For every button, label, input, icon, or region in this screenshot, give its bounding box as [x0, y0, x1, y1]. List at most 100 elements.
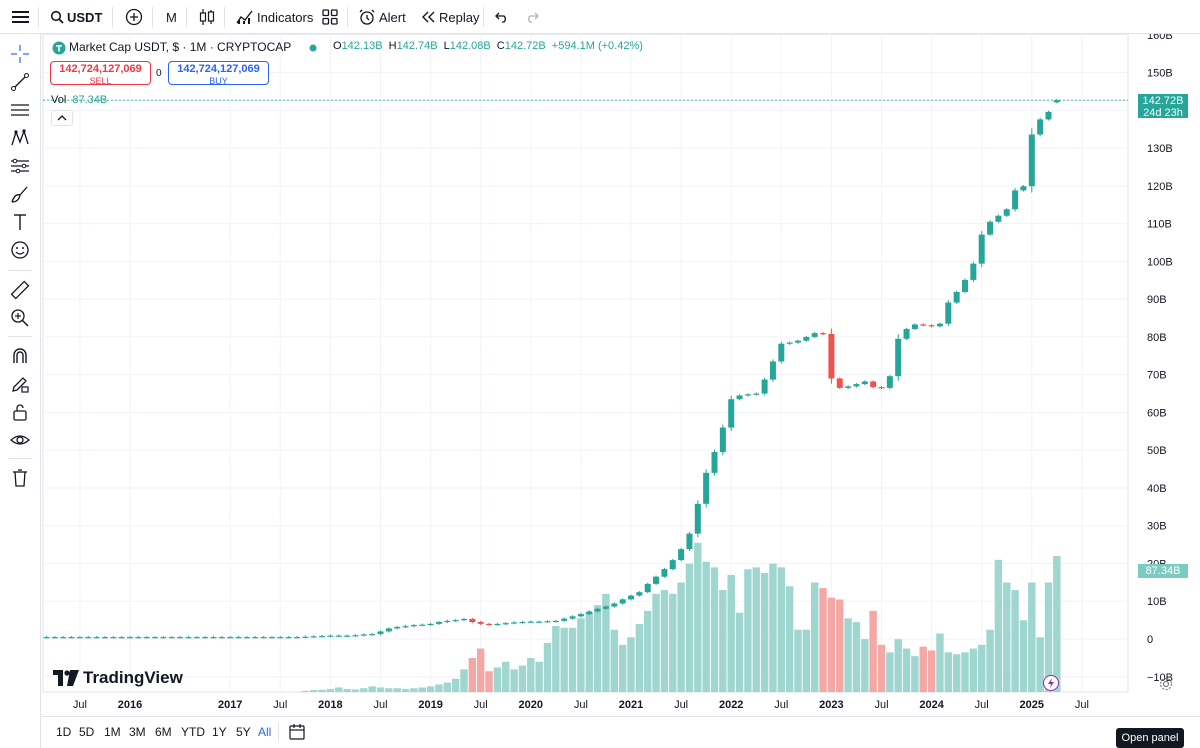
symbol-title[interactable]: Market Cap USDT, $ · 1M · CRYPTOCAP [69, 40, 292, 54]
volume-bar [727, 574, 735, 692]
volume-bar [418, 687, 426, 692]
volume-bar [836, 599, 844, 692]
undo-button[interactable] [495, 0, 509, 34]
time-tick-label: Jul [474, 699, 488, 711]
status-dot-icon [309, 44, 317, 52]
horizontal-lines-icon [11, 104, 29, 116]
last-price-tag: 142.72B 24d 23h [1138, 94, 1188, 119]
volume-bar [451, 678, 460, 692]
time-tick-label: 2024 [919, 699, 944, 711]
top-toolbar: USDT M Indicators Alert Replay [0, 0, 1200, 34]
volume-bar [351, 689, 360, 692]
candle-body [803, 336, 810, 341]
buy-button[interactable]: 142,724,127,069 BUY [168, 61, 269, 86]
compare-button[interactable] [125, 0, 143, 34]
candle-body [118, 637, 125, 639]
zoom-tool[interactable] [8, 306, 32, 330]
brush-tool[interactable] [8, 182, 32, 206]
emoji-tool[interactable] [8, 238, 32, 262]
volume-tag: 87.34B [1138, 564, 1188, 578]
collapse-legend-button[interactable] [51, 110, 73, 126]
alert-button[interactable]: Alert [358, 0, 406, 34]
tradingview-logo[interactable]: TradingView [53, 668, 183, 688]
pattern-tool[interactable] [8, 126, 32, 150]
range-5d[interactable]: 5D [79, 725, 95, 739]
lock-tool[interactable] [8, 400, 32, 424]
volume-bar [393, 688, 401, 692]
search-icon [50, 10, 64, 24]
bolt-marker[interactable] [1043, 675, 1059, 691]
volume-bar [936, 633, 944, 692]
menu-icon[interactable] [12, 0, 30, 34]
candle-body [527, 621, 534, 623]
range-3m[interactable]: 3M [129, 725, 146, 739]
candle-body [920, 324, 927, 326]
time-tick-label: Jul [874, 699, 888, 711]
volume-bar [844, 618, 852, 692]
measure-tool[interactable] [8, 278, 32, 302]
settings-gear-icon[interactable] [1159, 677, 1173, 691]
range-ytd[interactable]: YTD [181, 725, 205, 739]
candle-body [936, 323, 943, 327]
range-5y[interactable]: 5Y [236, 725, 251, 739]
range-1d[interactable]: 1D [56, 725, 72, 739]
delete-tool[interactable] [8, 466, 32, 490]
text-icon [14, 214, 26, 230]
candle-body [870, 381, 877, 388]
symbol-search[interactable]: USDT [50, 0, 102, 34]
candle-body [719, 427, 726, 453]
volume-bar [552, 625, 560, 692]
trendline-tool[interactable] [8, 70, 32, 94]
range-6m[interactable]: 6M [155, 725, 172, 739]
interval-button[interactable]: M [166, 0, 177, 34]
chart-type-button[interactable] [199, 0, 215, 34]
volume-bar [602, 593, 610, 692]
candle-body [1037, 119, 1044, 135]
replay-button[interactable]: Replay [420, 0, 479, 34]
candle-body [93, 637, 100, 639]
candle-body [628, 595, 634, 600]
volume-bar [994, 559, 1003, 692]
candle-body [302, 636, 309, 638]
volume-bar [869, 610, 877, 692]
candle-body [394, 626, 401, 629]
time-tick-label: Jul [1075, 699, 1089, 711]
horizontal-lines-tool[interactable] [8, 98, 32, 122]
redo-button[interactable] [525, 0, 539, 34]
candle-body [995, 215, 1002, 222]
layouts-button[interactable] [322, 0, 338, 34]
volume-bar [560, 627, 568, 692]
text-tool[interactable] [8, 210, 32, 234]
calendar-icon[interactable] [289, 723, 307, 741]
candle-body [335, 635, 342, 637]
range-1m[interactable]: 1M [104, 725, 121, 739]
range-1y[interactable]: 1Y [212, 725, 227, 739]
time-tick-label: 2020 [519, 699, 543, 711]
volume-bar [401, 688, 410, 692]
price-tick-label: 120B [1147, 181, 1173, 193]
last-price-value: 142.72B [1142, 95, 1184, 107]
candle-body [352, 635, 359, 637]
volume-bar [794, 629, 802, 692]
volume-bar [435, 684, 443, 692]
volume-bar [343, 688, 351, 692]
candle-body [561, 618, 568, 621]
interval-label: M [166, 9, 177, 25]
range-all[interactable]: All [258, 725, 272, 739]
candle-body [644, 583, 651, 593]
fib-tool[interactable] [8, 154, 32, 178]
candle-body [1003, 209, 1010, 216]
volume-bar [310, 690, 318, 692]
visibility-tool[interactable] [8, 428, 32, 452]
crosshair-tool[interactable] [8, 42, 32, 66]
sell-button[interactable]: 142,724,127,069 SELL [50, 61, 151, 86]
candle-body [519, 622, 526, 624]
indicators-button[interactable]: Indicators [236, 0, 313, 34]
lock-drawing-tool[interactable] [8, 372, 32, 396]
volume-bar [1036, 637, 1044, 692]
symbol-label: USDT [67, 9, 103, 25]
candle-body [143, 637, 150, 639]
magnet-tool[interactable] [8, 344, 32, 368]
lightning-icon [1048, 678, 1054, 688]
